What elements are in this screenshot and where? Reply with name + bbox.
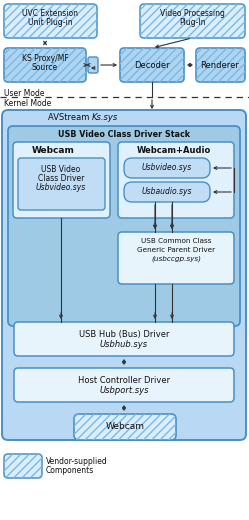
Text: Usbhub.sys: Usbhub.sys	[100, 340, 148, 349]
Text: USB Common Class: USB Common Class	[141, 238, 211, 244]
FancyBboxPatch shape	[124, 182, 210, 202]
FancyBboxPatch shape	[4, 454, 42, 478]
Text: Webcam+Audio: Webcam+Audio	[137, 146, 211, 155]
Text: Components: Components	[46, 466, 94, 475]
FancyBboxPatch shape	[14, 322, 234, 356]
Text: Usbvideo.sys: Usbvideo.sys	[142, 163, 192, 172]
FancyBboxPatch shape	[118, 142, 234, 218]
Text: Source: Source	[32, 63, 58, 72]
Text: USB Hub (Bus) Driver: USB Hub (Bus) Driver	[79, 330, 169, 339]
Text: Decoder: Decoder	[134, 61, 170, 70]
Text: Ks.sys: Ks.sys	[92, 113, 118, 122]
Text: User Mode: User Mode	[4, 89, 45, 98]
FancyBboxPatch shape	[74, 414, 176, 440]
FancyBboxPatch shape	[118, 232, 234, 284]
Text: Vendor-supplied: Vendor-supplied	[46, 457, 108, 466]
Text: Generic Parent Driver: Generic Parent Driver	[137, 247, 215, 253]
Text: USB Video Class Driver Stack: USB Video Class Driver Stack	[58, 130, 190, 139]
FancyBboxPatch shape	[196, 48, 245, 82]
FancyBboxPatch shape	[14, 368, 234, 402]
Text: UVC Extension: UVC Extension	[22, 9, 78, 18]
Text: Webcam: Webcam	[106, 422, 144, 431]
FancyBboxPatch shape	[88, 57, 98, 73]
Text: Webcam: Webcam	[32, 146, 75, 155]
FancyBboxPatch shape	[140, 4, 245, 38]
Text: AVStream: AVStream	[48, 113, 92, 122]
Text: (usbccgp.sys): (usbccgp.sys)	[151, 256, 201, 263]
Text: Usbaudio.sys: Usbaudio.sys	[142, 187, 192, 196]
FancyBboxPatch shape	[18, 158, 105, 210]
Text: Class Driver: Class Driver	[38, 174, 84, 183]
FancyBboxPatch shape	[120, 48, 184, 82]
FancyBboxPatch shape	[8, 126, 240, 326]
Text: Renderer: Renderer	[200, 61, 240, 70]
Text: Host Controller Driver: Host Controller Driver	[78, 376, 170, 385]
FancyBboxPatch shape	[124, 158, 210, 178]
FancyBboxPatch shape	[4, 48, 86, 82]
FancyBboxPatch shape	[2, 110, 246, 440]
Text: Usbvideo.sys: Usbvideo.sys	[36, 183, 86, 192]
Text: Video Processing: Video Processing	[160, 9, 224, 18]
Text: KS Proxy/MF: KS Proxy/MF	[22, 54, 68, 63]
Text: Usbport.sys: Usbport.sys	[99, 386, 149, 395]
Text: Kernel Mode: Kernel Mode	[4, 99, 51, 108]
Text: USB Video: USB Video	[41, 165, 81, 174]
Text: Unit Plug-in: Unit Plug-in	[28, 18, 72, 27]
FancyBboxPatch shape	[4, 4, 97, 38]
Text: Plug-In: Plug-In	[179, 18, 205, 27]
FancyBboxPatch shape	[13, 142, 110, 218]
